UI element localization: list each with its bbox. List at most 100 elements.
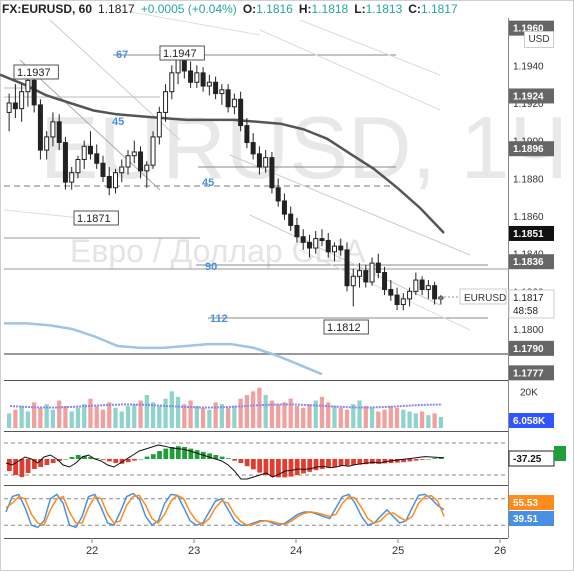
volume-bar xyxy=(307,404,312,428)
candle-body xyxy=(250,142,256,155)
annotation-label: 1.1947 xyxy=(163,48,197,60)
candle xyxy=(6,93,12,132)
stochastic-pane: 55.53 39.51 xyxy=(4,492,554,529)
candle xyxy=(344,242,350,292)
symbol-label[interactable]: FX:EURUSD, 60 xyxy=(2,2,93,16)
channel-line xyxy=(19,59,161,191)
volume-bar xyxy=(419,411,425,428)
volume-bar xyxy=(251,391,256,428)
macd-histogram-bar xyxy=(263,459,269,475)
macd-histogram-bar xyxy=(369,459,375,464)
candle-body xyxy=(12,102,18,110)
volume-bar xyxy=(194,406,199,428)
macd-histogram-bar xyxy=(157,451,162,459)
macd-histogram-bar xyxy=(288,459,294,477)
volume-bar xyxy=(138,400,143,428)
candle-body xyxy=(231,98,237,108)
price-badge-bg xyxy=(509,88,554,104)
candle-body xyxy=(300,236,306,243)
volume-bar xyxy=(413,413,418,428)
level-label: 112 xyxy=(210,313,228,325)
candle xyxy=(281,193,287,220)
macd-pane: -37.25 xyxy=(4,442,566,480)
macd-histogram-bar xyxy=(50,459,56,463)
candle xyxy=(413,272,419,296)
candle xyxy=(31,74,37,113)
volume-bar xyxy=(19,406,24,428)
macd-histogram-bar xyxy=(269,459,275,477)
volume-bar xyxy=(207,409,212,428)
macd-histogram-bar xyxy=(226,458,231,459)
macd-histogram-bar xyxy=(19,459,25,477)
time-axis: 22 23 24 25 26 xyxy=(86,538,506,557)
macd-histogram-bar xyxy=(307,459,313,472)
symbol-header: FX:EURUSD, 60 1.1817 +0.0005 (+0.04%) O:… xyxy=(2,0,458,18)
macd-histogram-bar xyxy=(125,459,131,463)
candle-body xyxy=(313,238,319,249)
macd-histogram-bar xyxy=(163,448,169,459)
volume-bar xyxy=(382,409,387,428)
macd-histogram-bar xyxy=(150,454,156,459)
candle-body xyxy=(169,72,175,93)
candle-body xyxy=(319,238,325,241)
moving-averages xyxy=(0,73,445,376)
candle xyxy=(263,150,269,173)
macd-histogram-bar xyxy=(69,457,75,459)
candle xyxy=(106,167,112,196)
candle-body xyxy=(388,288,394,296)
candle-body xyxy=(306,241,312,249)
candle xyxy=(200,67,206,92)
volume-bar xyxy=(157,406,162,428)
candle xyxy=(419,276,425,296)
price-badge-bg xyxy=(509,365,554,381)
macd-histogram-bar xyxy=(276,459,281,478)
candle xyxy=(87,131,93,160)
candle xyxy=(306,234,312,258)
candle xyxy=(213,76,219,100)
annotation-label: 1.1812 xyxy=(327,322,361,334)
time-tick-label: 25 xyxy=(392,545,404,557)
price-change: +0.0005 (+0.04%) xyxy=(140,2,237,16)
macd-histogram-bar xyxy=(25,459,31,473)
candle xyxy=(275,178,281,207)
macd-histogram-bar xyxy=(132,459,137,461)
candle xyxy=(369,257,375,286)
time-tick-label: 22 xyxy=(86,545,98,557)
price-axis: 1.19601.19401.19201.19001.18801.18601.18… xyxy=(444,20,555,381)
volume-bar xyxy=(13,409,18,428)
candle-body xyxy=(69,172,75,183)
candle-body xyxy=(263,157,269,168)
candle-body xyxy=(425,285,431,290)
volume-bar xyxy=(144,395,149,428)
candle xyxy=(231,93,237,115)
candle xyxy=(56,114,62,151)
candle-body xyxy=(413,279,419,292)
macd-histogram-bar xyxy=(351,459,356,465)
macd-signal-line xyxy=(5,444,445,480)
time-tick-label: 23 xyxy=(188,545,200,557)
volume-bar xyxy=(269,400,275,428)
macd-histogram-bar xyxy=(207,453,212,459)
currency-button[interactable]: USD xyxy=(524,31,554,48)
candle-body xyxy=(288,213,294,226)
macd-histogram-bar xyxy=(63,459,69,460)
volume-tick-label: 20K xyxy=(520,387,538,398)
volume-bar xyxy=(213,402,218,428)
candle-body xyxy=(181,59,187,72)
price-badge: 1.1790 xyxy=(509,340,554,356)
volume-bar xyxy=(107,402,112,428)
volume-bar xyxy=(301,407,306,428)
macd-histogram-bar xyxy=(294,459,300,475)
volume-badge-label: 6.058K xyxy=(513,416,546,427)
volume-bar xyxy=(75,407,81,428)
price-tick-label: 1.1920 xyxy=(513,99,544,110)
volume-bar xyxy=(163,398,168,428)
candle xyxy=(300,229,306,250)
volume-bar xyxy=(376,411,381,428)
volume-bar xyxy=(276,404,281,428)
candle-body xyxy=(338,245,344,251)
ma-blue-line xyxy=(4,322,323,376)
volume-bar xyxy=(263,395,268,428)
candle xyxy=(19,84,25,122)
